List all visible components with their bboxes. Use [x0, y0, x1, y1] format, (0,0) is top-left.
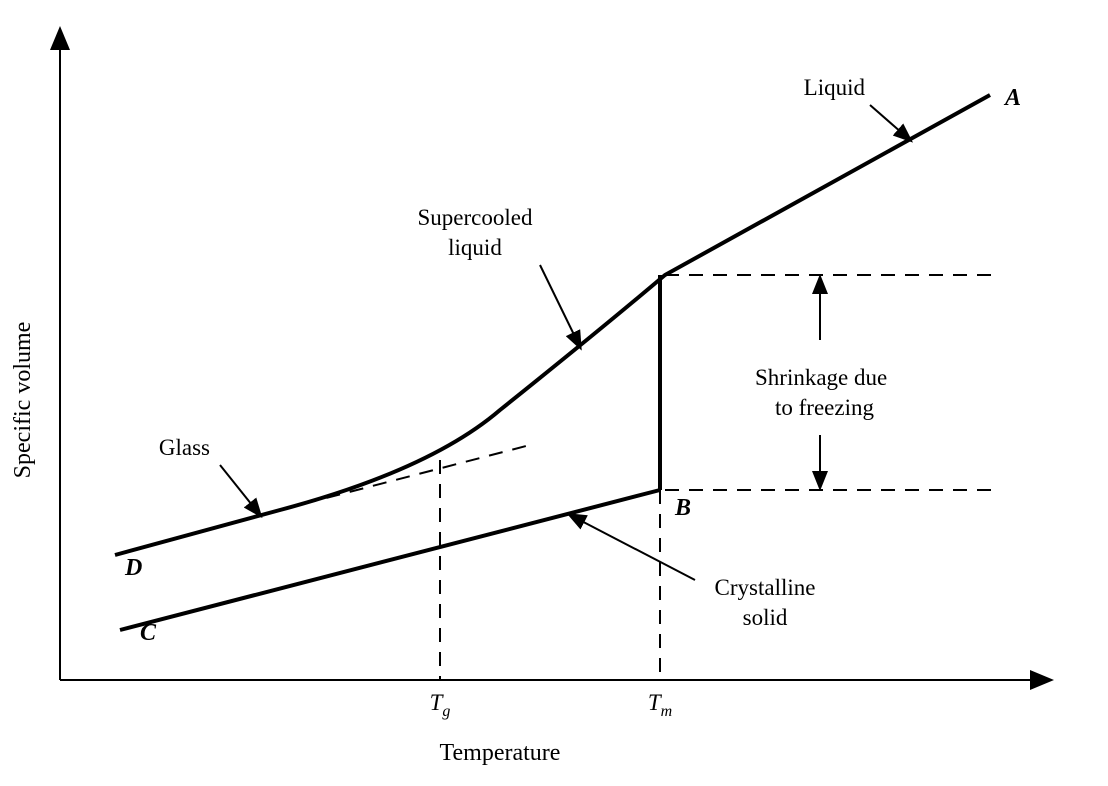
x-axis-label: Temperature [440, 740, 561, 766]
shrinkage-label-1: Shrinkage due [755, 365, 887, 390]
supercooled-label-2: liquid [448, 235, 502, 260]
supercooled-pointer [540, 265, 580, 347]
crystalline-label-1: Crystalline [715, 575, 816, 600]
liquid-glass-curve [115, 95, 990, 555]
tg-label: Tg [430, 690, 451, 720]
point-c: C [140, 620, 157, 646]
point-d: D [124, 555, 142, 581]
tm-label: Tm [648, 690, 672, 720]
glass-label: Glass [159, 435, 210, 460]
crystalline-label-2: solid [743, 605, 788, 630]
liquid-pointer [870, 105, 910, 140]
point-b: B [674, 495, 691, 521]
y-axis-label: Specific volume [10, 322, 36, 479]
glass-pointer [220, 465, 260, 515]
phase-diagram: Specific volume Temperature Tg Tm Liquid… [0, 0, 1108, 781]
liquid-label: Liquid [804, 75, 866, 100]
shrinkage-label-2: to freezing [775, 395, 874, 420]
diagram-svg: Specific volume Temperature Tg Tm Liquid… [0, 0, 1108, 781]
point-a: A [1003, 85, 1021, 111]
crystalline-pointer [570, 515, 695, 580]
supercooled-label-1: Supercooled [418, 205, 533, 230]
crystalline-line [120, 490, 660, 630]
